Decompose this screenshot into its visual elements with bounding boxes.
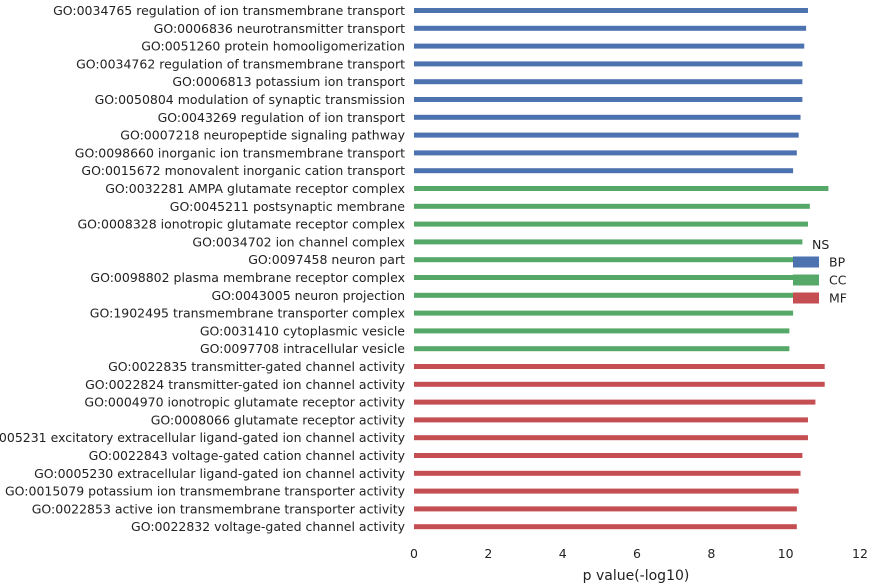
bar-bp	[414, 8, 808, 13]
category-label: GO:0008066 glutamate receptor activity	[151, 412, 406, 427]
x-tick-label: 6	[633, 546, 641, 561]
legend-swatch-mf	[793, 292, 819, 304]
category-label: GO:1902495 transmembrane transporter com…	[90, 306, 405, 321]
bar-cc	[414, 186, 829, 191]
legend-swatch-cc	[793, 274, 819, 286]
category-label: GO:0022835 transmitter-gated channel act…	[108, 359, 405, 374]
bar-cc	[414, 328, 790, 334]
bar-bp	[414, 168, 794, 174]
bar-mf	[414, 417, 808, 423]
x-tick-label: 10	[778, 546, 794, 561]
bar-bp	[414, 132, 799, 138]
bar-cc	[414, 275, 799, 280]
category-label: GO:0034765 regulation of ion transmembra…	[53, 3, 405, 18]
category-label: GO:0034702 ion channel complex	[192, 234, 405, 249]
legend: NS BP CC MF	[793, 237, 847, 306]
x-axis-ticks: 0 2 4 6 8 10 12	[410, 546, 868, 561]
category-label: GO:0043005 neuron projection	[211, 288, 405, 303]
category-label: GO:0032281 AMPA glutamate receptor compl…	[105, 181, 405, 196]
category-label: GO:0005230 extracellular ligand-gated io…	[34, 466, 406, 481]
bar-mf	[414, 488, 799, 494]
category-label: GO:0098660 inorganic ion transmembrane t…	[75, 145, 405, 160]
category-label: GO:0022832 voltage-gated channel activit…	[131, 519, 406, 534]
bar-cc	[414, 310, 794, 316]
category-label: GO:0015672 monovalent inorganic cation t…	[81, 163, 405, 178]
category-label: GO:0022824 transmitter-gated ion channel…	[85, 377, 406, 392]
category-label: GO:0097458 neuron part	[248, 252, 405, 267]
legend-label-cc: CC	[829, 273, 847, 288]
category-label: GO:0034762 regulation of transmembrane t…	[76, 56, 405, 71]
category-labels: GO:0034765 regulation of ion transmembra…	[0, 3, 406, 534]
category-label: GO:0006836 neurotransmitter transport	[154, 21, 405, 36]
bar-bp	[414, 25, 807, 31]
category-label: GO:0005231 excitatory extracellular liga…	[0, 430, 406, 445]
category-label: GO:0050804 modulation of synaptic transm…	[95, 92, 405, 107]
category-label: GO:0045211 postsynaptic membrane	[170, 199, 406, 214]
bar-bp	[414, 61, 803, 67]
category-label: GO:0004970 ionotropic glutamate receptor…	[84, 395, 405, 410]
x-tick-label: 12	[852, 546, 868, 561]
category-label: GO:0007218 neuropeptide signaling pathwa…	[120, 128, 405, 143]
bar-cc	[414, 203, 810, 209]
bar-mf	[414, 524, 797, 530]
bar-bp	[414, 79, 803, 85]
category-label: GO:0031410 cytoplasmic vesicle	[200, 323, 405, 338]
x-axis-label: p value(-log10)	[583, 568, 690, 584]
bar-cc	[414, 346, 790, 352]
x-tick-label: 2	[484, 546, 492, 561]
category-label: GO:0008328 ionotropic glutamate receptor…	[78, 217, 406, 232]
category-label: GO:0051260 protein homooligomerization	[141, 39, 405, 54]
legend-label-mf: MF	[829, 291, 847, 306]
bar-mf	[414, 470, 801, 476]
bar-bp	[414, 97, 803, 102]
x-tick-label: 4	[559, 546, 567, 561]
bar-mf	[414, 364, 825, 369]
bar-mf	[414, 506, 797, 512]
bar-mf	[414, 399, 816, 405]
category-label: GO:0022843 voltage-gated cation channel …	[89, 448, 406, 463]
bar-mf	[414, 453, 803, 458]
bar-bp	[414, 114, 801, 120]
bar-bp	[414, 43, 805, 49]
legend-swatch-bp	[793, 256, 819, 268]
category-label: GO:0006813 potassium ion transport	[172, 74, 405, 89]
x-tick-label: 8	[707, 546, 715, 561]
bar-cc	[414, 257, 801, 263]
legend-label-bp: BP	[829, 255, 846, 270]
bar-cc	[414, 292, 797, 298]
bar-mf	[414, 381, 825, 387]
bar-mf	[414, 435, 808, 441]
bar-bp	[414, 150, 797, 156]
x-tick-label: 0	[410, 546, 418, 561]
category-label: GO:0015079 potassium ion transmembrane t…	[5, 484, 406, 499]
legend-title: NS	[812, 237, 829, 252]
bar-cc	[414, 221, 808, 227]
category-label: GO:0043269 regulation of ion transport	[158, 110, 406, 125]
category-label: GO:0097708 intracellular vesicle	[200, 341, 405, 356]
category-label: GO:0022853 active ion transmembrane tran…	[32, 501, 406, 516]
category-label: GO:0098802 plasma membrane receptor comp…	[90, 270, 405, 285]
bars-layer	[414, 8, 829, 530]
bar-cc	[414, 239, 803, 245]
